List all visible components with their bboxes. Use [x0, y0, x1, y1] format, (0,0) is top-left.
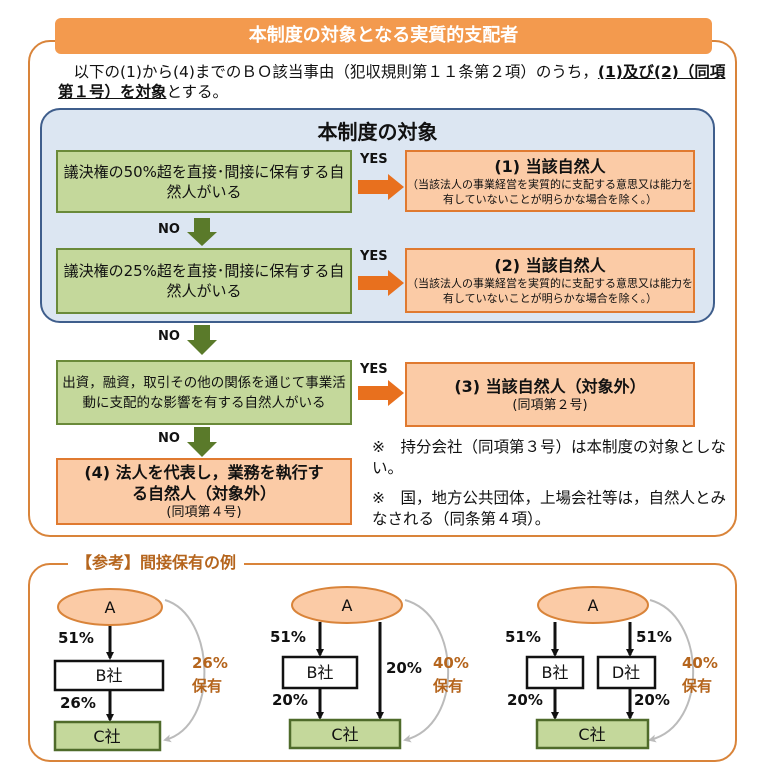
entity-a [537, 586, 649, 624]
condition-1: 議決権の50%超を直接･間接に保有する自然人がいる [56, 150, 352, 213]
entity-label: B社 [96, 666, 123, 685]
pct-label: 20% [634, 691, 670, 709]
no-arrow-icon [187, 427, 217, 457]
total-arrow [648, 599, 695, 743]
total-pct: 40% [682, 654, 718, 672]
intro-plain: 以下の(1)から(4)までのＢＯ該当事由（犯収規則第１１条第２項）のうち， [73, 63, 598, 81]
pct-label: 20% [272, 691, 308, 709]
entity-a [291, 586, 403, 624]
result-sub: （当該法人の事業経営を実質的に支配する意思又は能力を有していないことが明らかな場… [407, 277, 693, 305]
entity-label: B社 [307, 663, 334, 682]
total-arrow [163, 599, 206, 743]
entity-label: C社 [93, 727, 120, 746]
intro-emphasis: (1)及び(2)（同項第１号）を対象 [58, 63, 726, 101]
note-2: ※ 国，地方公共団体，上場会社等は，自然人とみなされる（同条第４項）。 [372, 489, 726, 528]
no-label: NO [158, 329, 180, 344]
condition-3: 出資，融資，取引その他の関係を通じて事業活動に支配的な影響を有する自然人がいる [56, 360, 352, 425]
result-sub: (同項第２号) [512, 397, 588, 413]
yes-arrow-icon [358, 270, 404, 296]
reference-title: 【参考】間接保有の例 [68, 552, 245, 574]
result-sub: （当該法人の事業経営を実質的に支配する意思又は能力を有していないことが明らかな場… [407, 177, 693, 206]
result-title: (3) 当該自然人（対象外） [454, 376, 646, 396]
pct-label: 51% [58, 629, 94, 647]
result-3: (3) 当該自然人（対象外） (同項第２号) [405, 362, 695, 427]
total-pct: 26% [192, 654, 228, 672]
result-title: (2) 当該自然人 [494, 256, 606, 275]
company-c [53, 720, 162, 752]
yes-label: YES [360, 152, 388, 167]
result-title: (4) 法人を代表し，業務を執行する自然人（対象外） [84, 463, 324, 503]
intro-end: とする。 [166, 83, 229, 101]
company-b [281, 655, 359, 690]
pct-label: 51% [636, 628, 672, 646]
company-b [525, 655, 585, 690]
page-title: 本制度の対象となる実質的支配者 [55, 18, 712, 54]
yes-arrow-icon [358, 380, 404, 406]
total-arrow [403, 599, 450, 743]
intro-text: 以下の(1)から(4)までのＢＯ該当事由（犯収規則第１１条第２項）のうち，(1)… [58, 62, 730, 102]
pct-label: 51% [270, 628, 306, 646]
entity-label: B社 [542, 663, 569, 682]
entity-label: A [588, 596, 599, 615]
pct-label: 20% [386, 659, 422, 677]
entity-label: D社 [612, 663, 640, 682]
company-b [53, 659, 165, 692]
total-label: 保有 [681, 677, 712, 695]
condition-text: 議決権の50%超を直接･間接に保有する自然人がいる [63, 162, 345, 201]
entity-a [57, 588, 163, 626]
total-pct: 40% [433, 654, 469, 672]
company-c [288, 718, 402, 750]
company-c [535, 718, 650, 750]
flow-arrows [187, 174, 404, 457]
yes-label: YES [360, 362, 388, 377]
pct-label: 20% [507, 691, 543, 709]
no-arrow-icon [187, 218, 217, 246]
result-1: (1) 当該自然人 （当該法人の事業経営を実質的に支配する意思又は能力を有していな… [405, 150, 695, 212]
note-1: ※ 持分会社（同項第３号）は本制度の対象としない。 [372, 438, 726, 477]
total-label: 保有 [191, 677, 222, 695]
result-2: (2) 当該自然人 （当該法人の事業経営を実質的に支配する意思又は能力を有していな… [405, 248, 695, 313]
reference-frame [28, 563, 737, 762]
entity-label: C社 [331, 725, 358, 744]
entity-label: A [342, 596, 353, 615]
total-label: 保有 [432, 677, 463, 695]
yes-arrow-icon [358, 174, 404, 200]
condition-2: 議決権の25%超を直接･間接に保有する自然人がいる [56, 248, 352, 314]
no-label: NO [158, 431, 180, 446]
pct-label: 51% [505, 628, 541, 646]
result-sub: (同項第４号) [166, 505, 242, 520]
yes-label: YES [360, 249, 388, 264]
entity-label: A [105, 598, 116, 617]
condition-text: 出資，融資，取引その他の関係を通じて事業活動に支配的な影響を有する自然人がいる [62, 374, 346, 411]
result-title: (1) 当該自然人 [494, 156, 606, 176]
entity-label: C社 [578, 725, 605, 744]
no-label: NO [158, 222, 180, 237]
scope-title: 本制度の対象 [317, 120, 438, 144]
condition-text: 議決権の25%超を直接･間接に保有する自然人がいる [63, 262, 345, 300]
pct-label: 26% [60, 694, 96, 712]
result-4: (4) 法人を代表し，業務を執行する自然人（対象外） (同項第４号) [56, 458, 352, 525]
no-arrow-icon [187, 325, 217, 355]
company-d [596, 655, 657, 690]
